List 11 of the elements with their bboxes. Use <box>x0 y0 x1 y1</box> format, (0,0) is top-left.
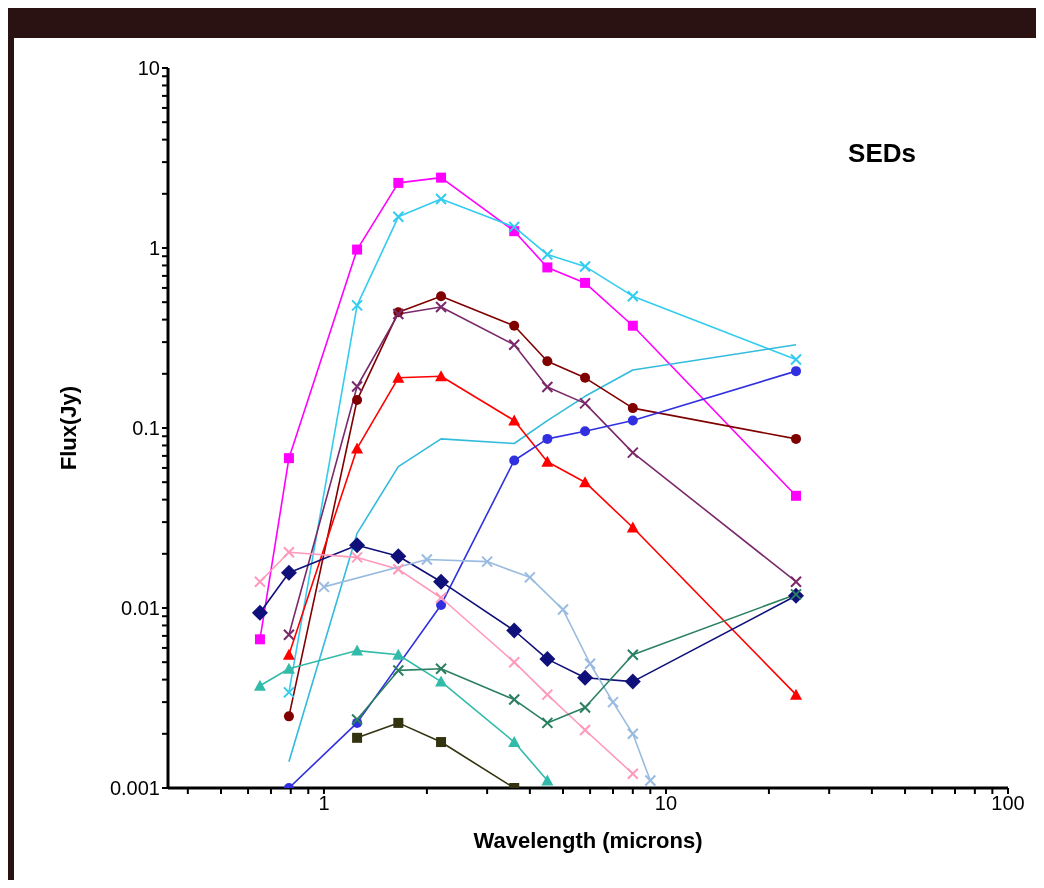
y-tick-label: 0.1 <box>132 417 160 440</box>
y-axis-title: Flux(Jy) <box>55 385 81 471</box>
x-tick-label: 1 <box>318 792 330 815</box>
y-tick-label: 1 <box>148 237 160 260</box>
x-tick-label: 10 <box>654 792 678 815</box>
y-tick-label: 0.01 <box>121 597 160 620</box>
y-tick-label: 0.001 <box>109 777 160 800</box>
x-axis-title: Wavelength (microns) <box>473 828 703 853</box>
text: SEDs <box>848 138 916 169</box>
y-tick-label: 10 <box>137 57 160 80</box>
x-tick-label: 100 <box>991 792 1025 815</box>
